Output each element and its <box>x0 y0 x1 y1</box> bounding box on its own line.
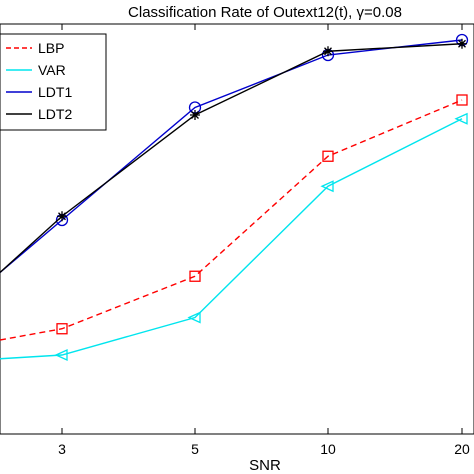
data-point <box>323 46 333 57</box>
legend-label: VAR <box>38 62 66 78</box>
data-point <box>54 348 68 362</box>
series-line <box>0 118 463 360</box>
data-point <box>457 38 467 49</box>
legend-label: LDT2 <box>38 106 72 122</box>
legend: LBP VAR LDT1 LDT2 <box>0 33 107 131</box>
x-tick-label: 5 <box>191 441 199 457</box>
series-var <box>0 112 468 362</box>
legend-item: LBP <box>6 40 64 56</box>
data-point <box>322 150 334 162</box>
data-point <box>320 180 334 193</box>
legend-item: VAR <box>6 62 66 78</box>
legend-item: LDT2 <box>6 106 72 122</box>
x-tick-label: 3 <box>58 441 66 457</box>
series-layer <box>0 33 469 362</box>
data-point <box>190 110 200 120</box>
x-axis-ticks: 3 5 10 20 <box>0 24 470 457</box>
series-line <box>0 39 463 274</box>
x-tick-label: 10 <box>320 441 336 457</box>
series-ldt2 <box>0 38 467 274</box>
data-point <box>189 270 201 282</box>
series-line <box>0 99 463 341</box>
x-axis-label: SNR <box>249 457 281 474</box>
chart-title: Classification Rate of Outext12(t), γ=0.… <box>128 4 402 21</box>
legend-item: LDT1 <box>6 84 72 100</box>
series-lbp <box>0 94 468 341</box>
data-point <box>456 94 468 106</box>
x-tick-label: 20 <box>454 441 470 457</box>
data-point <box>56 323 68 335</box>
data-point <box>454 112 468 125</box>
legend-label: LDT1 <box>38 84 72 100</box>
legend-label: LBP <box>38 40 64 56</box>
data-point <box>187 311 201 324</box>
data-point <box>57 211 67 222</box>
